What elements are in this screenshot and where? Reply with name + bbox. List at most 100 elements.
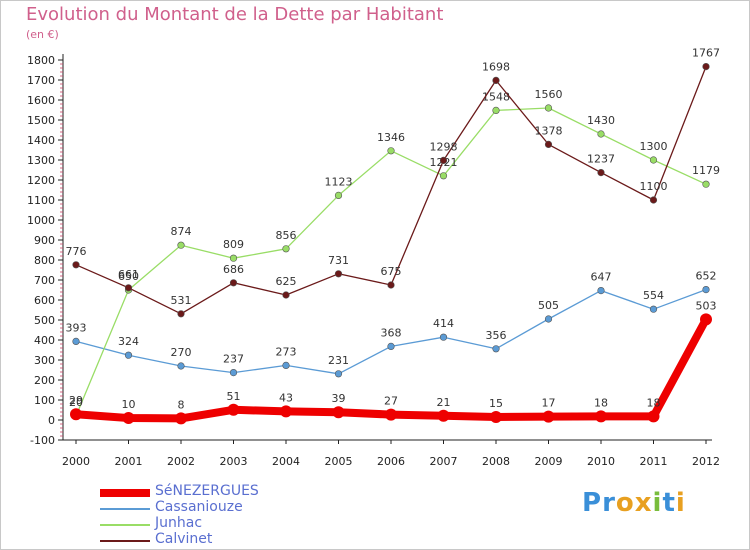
data-label-junhac: 1548 xyxy=(482,90,510,103)
data-point-s-nezergues xyxy=(437,409,450,422)
data-label-cassaniouze: 324 xyxy=(118,335,139,348)
y-tick-label: 100 xyxy=(34,394,55,407)
data-label-calvinet: 731 xyxy=(328,254,349,267)
data-point-s-nezergues xyxy=(595,410,607,423)
logo-letter: o xyxy=(615,488,635,518)
data-label-cassaniouze: 652 xyxy=(696,270,717,283)
data-point-s-nezergues xyxy=(227,403,240,416)
data-point-s-nezergues xyxy=(332,406,345,419)
y-tick-label: 0 xyxy=(48,414,55,427)
x-tick-label: 2002 xyxy=(167,455,195,468)
data-point-junhac xyxy=(597,130,605,138)
data-label-cassaniouze: 273 xyxy=(276,345,297,358)
data-label-cassaniouze: 368 xyxy=(381,326,402,339)
y-tick-label: 1700 xyxy=(27,74,55,87)
data-point-junhac xyxy=(229,254,238,262)
data-point-cassaniouze xyxy=(177,362,185,370)
data-point-s-nezergues xyxy=(700,313,712,326)
chart-subtitle: (en €) xyxy=(26,28,59,41)
data-point-calvinet xyxy=(544,140,553,148)
data-label-cassaniouze: 270 xyxy=(171,346,192,359)
legend-label: Junhac xyxy=(155,515,203,531)
data-point-calvinet xyxy=(124,284,133,292)
data-label-s-nezergues: 43 xyxy=(279,391,293,404)
data-label-s-nezergues: 29 xyxy=(69,394,83,407)
data-point-calvinet xyxy=(282,291,290,299)
data-label-junhac: 856 xyxy=(276,229,297,242)
data-point-s-nezergues xyxy=(122,412,135,424)
data-label-junhac: 1123 xyxy=(325,175,353,188)
data-label-cassaniouze: 414 xyxy=(433,317,454,330)
data-point-junhac xyxy=(702,180,710,188)
data-point-cassaniouze xyxy=(492,345,500,353)
data-point-cassaniouze xyxy=(229,369,238,377)
legend-swatch xyxy=(100,508,150,510)
data-point-calvinet xyxy=(597,169,605,177)
data-point-calvinet xyxy=(702,62,710,71)
data-point-cassaniouze xyxy=(72,337,80,346)
data-point-calvinet xyxy=(72,261,80,269)
data-label-calvinet: 1237 xyxy=(587,153,615,166)
data-point-calvinet xyxy=(177,310,185,318)
data-point-s-nezergues xyxy=(490,411,502,423)
data-point-cassaniouze xyxy=(282,361,290,370)
data-label-calvinet: 1378 xyxy=(535,124,563,137)
legend-swatch xyxy=(100,489,150,497)
data-point-junhac xyxy=(387,147,395,155)
proxiti-logo: Proxiti xyxy=(582,488,686,518)
y-tick-label: 900 xyxy=(34,234,55,247)
data-label-junhac: 1179 xyxy=(692,164,720,177)
data-label-calvinet: 1767 xyxy=(692,47,720,60)
legend-swatch xyxy=(100,540,150,542)
data-label-s-nezergues: 18 xyxy=(594,396,608,409)
x-tick-label: 2004 xyxy=(272,455,300,468)
y-tick-label: 1300 xyxy=(27,154,55,167)
data-point-s-nezergues xyxy=(175,412,187,425)
data-label-junhac: 1300 xyxy=(640,140,668,153)
data-label-junhac: 650 xyxy=(118,270,139,283)
data-point-junhac xyxy=(649,156,658,164)
data-point-cassaniouze xyxy=(544,315,553,323)
data-point-junhac xyxy=(439,172,448,180)
data-label-calvinet: 675 xyxy=(381,265,402,278)
y-tick-label: -100 xyxy=(30,434,55,447)
data-label-cassaniouze: 231 xyxy=(328,354,349,367)
data-point-junhac xyxy=(492,106,500,114)
chart-title: Evolution du Montant de la Dette par Hab… xyxy=(26,4,444,25)
y-tick-label: 1100 xyxy=(27,194,55,207)
data-point-junhac xyxy=(544,104,553,112)
data-label-cassaniouze: 237 xyxy=(223,353,244,366)
data-label-cassaniouze: 393 xyxy=(66,321,87,334)
legend-label: SéNEZERGUES xyxy=(155,483,259,499)
data-label-s-nezergues: 10 xyxy=(122,398,136,411)
logo-letter: x xyxy=(634,488,653,518)
data-label-junhac: 1430 xyxy=(587,114,615,127)
data-point-s-nezergues xyxy=(385,408,397,421)
data-point-cassaniouze xyxy=(439,333,448,341)
y-tick-label: 1400 xyxy=(27,134,55,147)
data-point-calvinet xyxy=(387,281,395,289)
data-point-calvinet xyxy=(229,279,238,287)
data-point-s-nezergues xyxy=(647,410,660,423)
x-tick-label: 2011 xyxy=(640,455,668,468)
data-label-s-nezergues: 39 xyxy=(332,392,346,405)
logo-letter: i xyxy=(652,488,663,518)
logo-letter: t xyxy=(662,488,676,518)
data-label-cassaniouze: 505 xyxy=(538,299,559,312)
y-tick-label: 400 xyxy=(34,334,55,347)
legend-label: Calvinet xyxy=(155,531,213,547)
y-tick-label: 1800 xyxy=(27,54,55,67)
y-tick-label: 1500 xyxy=(27,114,55,127)
y-tick-label: 1600 xyxy=(27,94,55,107)
data-label-s-nezergues: 18 xyxy=(647,396,661,409)
x-tick-label: 2007 xyxy=(430,455,458,468)
data-label-s-nezergues: 27 xyxy=(384,395,398,408)
data-point-calvinet xyxy=(439,156,448,164)
data-label-cassaniouze: 356 xyxy=(486,329,507,342)
y-tick-label: 200 xyxy=(34,374,55,387)
x-tick-label: 2012 xyxy=(692,455,720,468)
x-tick-label: 2003 xyxy=(220,455,248,468)
data-label-s-nezergues: 15 xyxy=(489,397,503,410)
x-tick-label: 2006 xyxy=(377,455,405,468)
